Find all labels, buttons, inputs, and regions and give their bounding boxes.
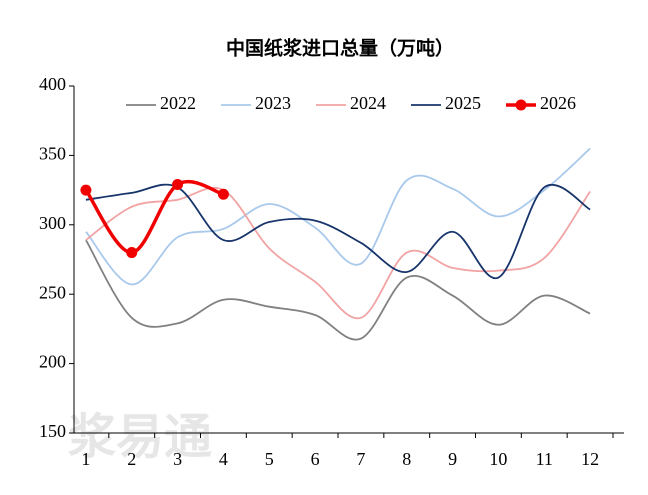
y-tick-label: 400	[39, 74, 66, 94]
legend-label: 2024	[350, 93, 386, 113]
series-line	[85, 147, 591, 286]
chart-title: 中国纸浆进口总量（万吨）	[226, 37, 454, 60]
point	[172, 179, 184, 191]
series-line	[84, 179, 224, 255]
legend-marker	[515, 99, 527, 111]
legend-label: 2022	[160, 93, 196, 113]
x-tick-label: 3	[173, 449, 182, 469]
y-tick-label: 250	[39, 282, 66, 302]
x-tick-label: 12	[581, 449, 599, 469]
point	[80, 184, 92, 196]
y-tick-label: 300	[39, 213, 66, 233]
legend-label: 2025	[445, 93, 481, 113]
y-tick-label: 200	[39, 352, 66, 372]
x-tick-label: 8	[402, 449, 411, 469]
x-tick-label: 1	[81, 449, 90, 469]
x-tick-label: 2	[127, 449, 136, 469]
series-line	[85, 239, 591, 341]
x-tick-label: 7	[356, 449, 365, 469]
y-tick-label: 350	[39, 144, 66, 164]
x-tick-label: 9	[448, 449, 457, 469]
y-tick-label: 150	[39, 421, 66, 441]
point	[126, 247, 138, 259]
legend-label: 2023	[255, 93, 291, 113]
series-line	[85, 186, 591, 320]
x-tick-label: 6	[311, 449, 320, 469]
watermark: 浆易通	[68, 409, 212, 465]
point	[217, 188, 229, 200]
legend-label: 2026	[540, 93, 576, 113]
x-tick-label: 4	[219, 449, 228, 469]
x-tick-label: 5	[265, 449, 274, 469]
x-tick-label: 11	[536, 449, 553, 469]
series-line	[85, 183, 591, 279]
x-tick-label: 10	[489, 449, 507, 469]
